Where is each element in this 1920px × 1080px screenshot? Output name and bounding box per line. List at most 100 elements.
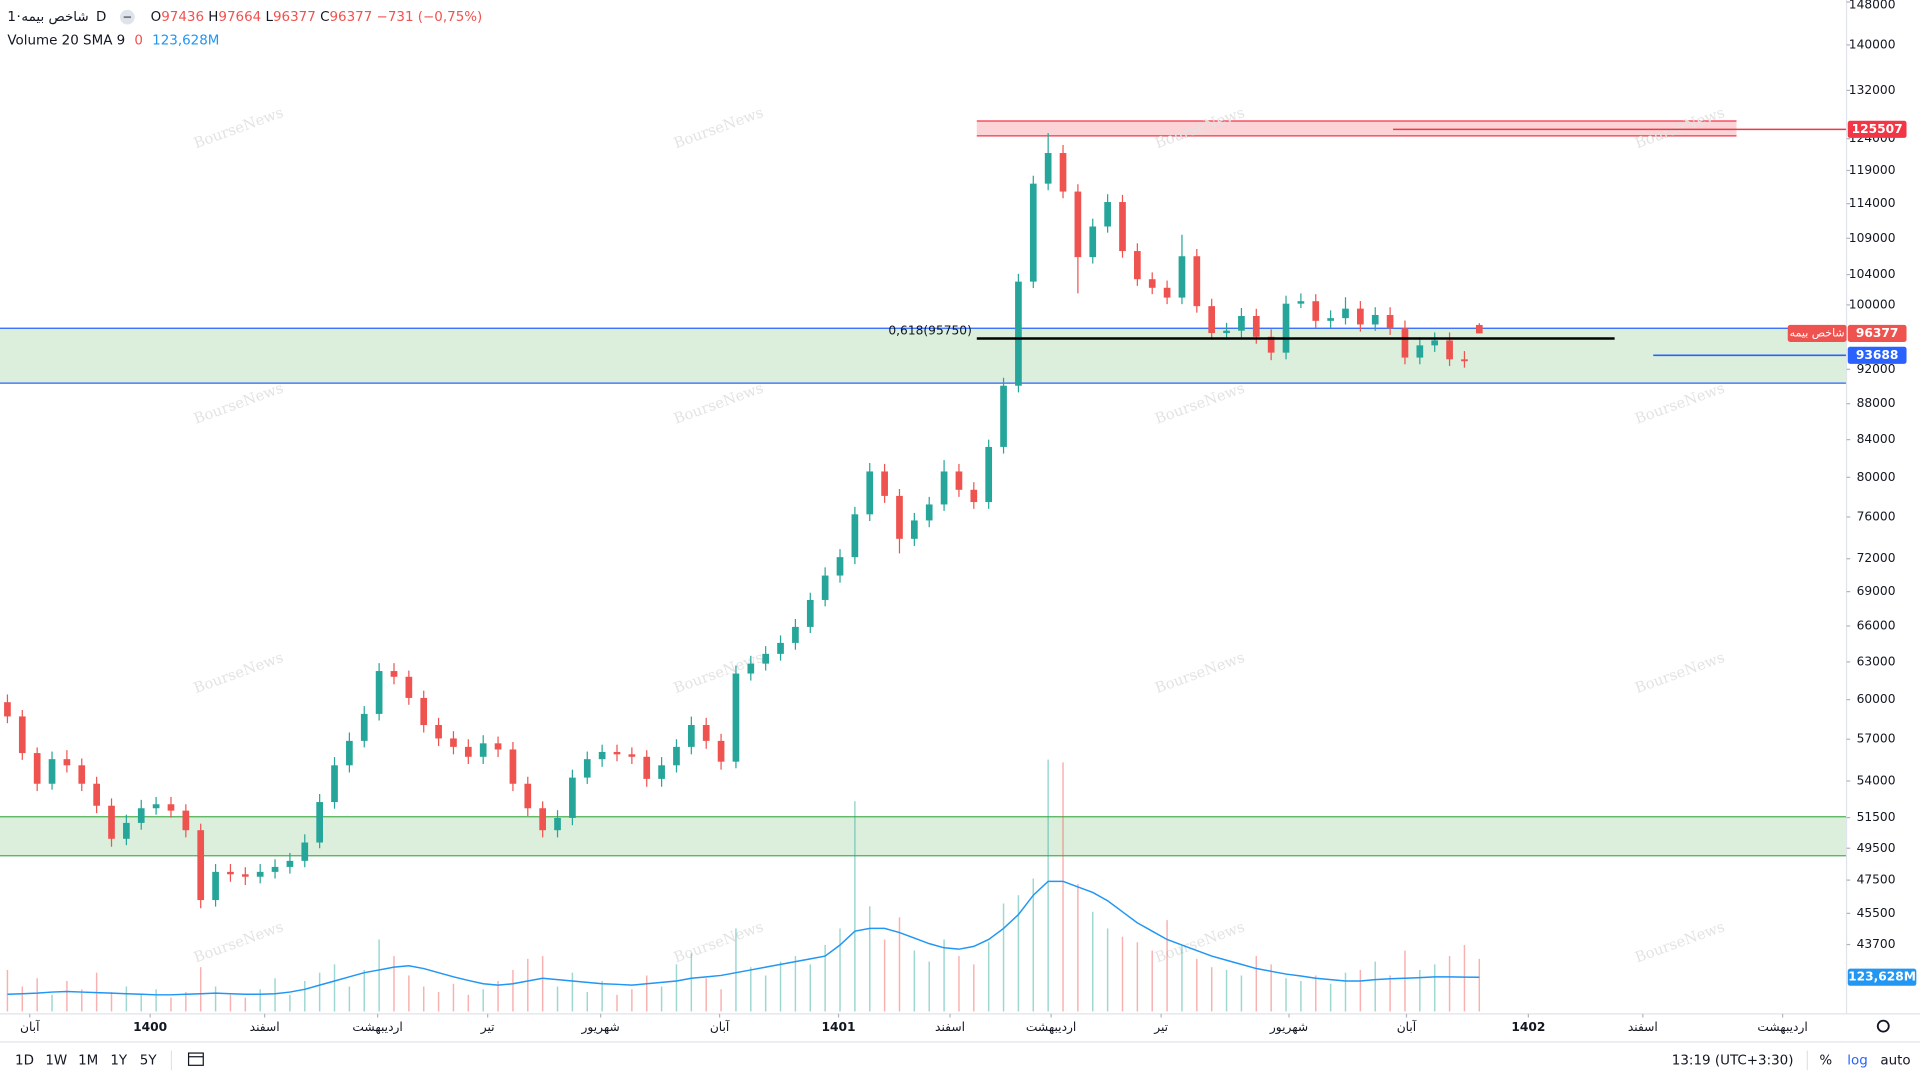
candle-body bbox=[360, 713, 368, 741]
y-tick-label: 132000 bbox=[1849, 83, 1896, 97]
candle-body bbox=[762, 653, 770, 664]
volume-bar bbox=[1374, 961, 1376, 1012]
volume-bar bbox=[631, 989, 633, 1012]
candle-body bbox=[18, 716, 26, 754]
candle-body bbox=[1342, 308, 1349, 319]
candle-body bbox=[747, 663, 755, 674]
volume-bar bbox=[1344, 972, 1347, 1012]
candle-body bbox=[420, 697, 428, 726]
volume-bar bbox=[1463, 945, 1466, 1012]
volume-bar bbox=[1389, 975, 1391, 1012]
volume-bar bbox=[155, 989, 157, 1012]
settings-button[interactable] bbox=[1876, 1019, 1890, 1033]
volume-bar bbox=[452, 983, 455, 1012]
y-tick-label: 45500 bbox=[1857, 906, 1896, 920]
volume-bar bbox=[601, 980, 603, 1012]
candle-body bbox=[331, 765, 338, 803]
date-range-button[interactable] bbox=[187, 1052, 204, 1066]
volume-bar bbox=[497, 980, 499, 1012]
candle-body bbox=[167, 804, 175, 811]
range-button[interactable]: 1D bbox=[15, 1053, 34, 1068]
candle-body bbox=[1371, 315, 1379, 325]
candle-body bbox=[1104, 202, 1111, 227]
candle-body bbox=[1000, 385, 1007, 447]
volume-bar bbox=[36, 978, 38, 1012]
volume-bar bbox=[66, 980, 68, 1012]
candle-body bbox=[108, 805, 115, 839]
volume-pane bbox=[6, 759, 1481, 1012]
candle-body bbox=[1148, 279, 1156, 288]
volume-bar bbox=[1136, 942, 1139, 1012]
volume-bar bbox=[735, 928, 737, 1012]
log-button[interactable]: log bbox=[1847, 1053, 1868, 1068]
candle-body bbox=[390, 671, 398, 677]
volume-bar bbox=[869, 906, 871, 1012]
zone bbox=[0, 816, 1847, 856]
y-tick-label: 109000 bbox=[1849, 231, 1896, 245]
volume-bar bbox=[1047, 759, 1049, 1012]
volume-legend: Volume 20 SMA 9 0 123,628M bbox=[7, 33, 219, 48]
range-button[interactable]: 1Y bbox=[110, 1053, 128, 1068]
candle-body bbox=[970, 489, 978, 503]
volume-bar bbox=[854, 801, 856, 1012]
volume-bar bbox=[1032, 878, 1035, 1012]
x-tick-label: 1400 bbox=[133, 1020, 167, 1034]
sma-label-box bbox=[1847, 968, 1917, 986]
candle-body bbox=[1327, 318, 1334, 321]
volume-bar bbox=[1062, 762, 1064, 1012]
clock[interactable]: 13:19 (UTC+3:30) bbox=[1672, 1053, 1794, 1068]
candle-body bbox=[583, 759, 591, 778]
volume-bar bbox=[645, 975, 648, 1012]
range-button[interactable]: 1M bbox=[78, 1053, 98, 1068]
y-tick-label: 119000 bbox=[1849, 163, 1896, 177]
y-tick-label: 43700 bbox=[1857, 937, 1896, 951]
candle-body bbox=[405, 676, 413, 698]
x-tick-label: شهریور bbox=[1269, 1020, 1308, 1035]
volume-bar bbox=[199, 967, 202, 1012]
volume-bar bbox=[586, 992, 588, 1012]
candle-body bbox=[316, 802, 323, 843]
toolbar: 1D 1W 1M 1Y 5Y 13:19 (UTC+3:30) % log au… bbox=[0, 1019, 1920, 1071]
volume-bar bbox=[1240, 975, 1243, 1012]
candle-body bbox=[687, 725, 695, 747]
candle-body bbox=[1193, 256, 1201, 307]
candle-body bbox=[93, 783, 100, 806]
volume-bar bbox=[229, 994, 232, 1012]
date-range-icon bbox=[187, 1052, 204, 1066]
volume-bar bbox=[1285, 978, 1287, 1012]
y-tick-label: 51500 bbox=[1857, 810, 1896, 824]
volume-bar bbox=[1092, 911, 1094, 1012]
volume-bar bbox=[839, 928, 841, 1012]
volume-bar bbox=[482, 989, 484, 1012]
volume-bar bbox=[348, 986, 351, 1012]
candle-body bbox=[197, 830, 205, 901]
candle-body bbox=[1401, 328, 1409, 358]
candle-body bbox=[78, 765, 86, 784]
candle-body bbox=[643, 756, 651, 779]
candle-body bbox=[509, 749, 517, 784]
volume-bar bbox=[1270, 964, 1272, 1012]
volume-bar bbox=[1166, 920, 1168, 1012]
y-tick-label: 57000 bbox=[1857, 732, 1896, 746]
volume-bar bbox=[1359, 969, 1362, 1012]
symbol-label: شاخص بیمه bbox=[1790, 326, 1845, 339]
candle-body bbox=[777, 642, 784, 654]
candle-body bbox=[1134, 251, 1141, 280]
x-tick-label: 1401 bbox=[821, 1020, 855, 1034]
volume-bar bbox=[259, 989, 261, 1012]
auto-button[interactable]: auto bbox=[1880, 1053, 1910, 1068]
percent-button[interactable]: % bbox=[1819, 1053, 1832, 1068]
volume-bar bbox=[898, 917, 901, 1012]
volume-bar bbox=[1315, 975, 1317, 1012]
y-tick-label: 49500 bbox=[1857, 841, 1896, 855]
candle-body bbox=[241, 874, 249, 877]
candle-body bbox=[212, 871, 219, 901]
symbol-label-box bbox=[1787, 324, 1847, 342]
range-button[interactable]: 5Y bbox=[140, 1053, 158, 1068]
fib-label: 0,618(95750) bbox=[888, 324, 971, 338]
candle-body bbox=[524, 783, 532, 809]
candle-body bbox=[48, 759, 56, 784]
y-tick-label: 100000 bbox=[1849, 297, 1896, 311]
range-button[interactable]: 1W bbox=[45, 1053, 67, 1068]
